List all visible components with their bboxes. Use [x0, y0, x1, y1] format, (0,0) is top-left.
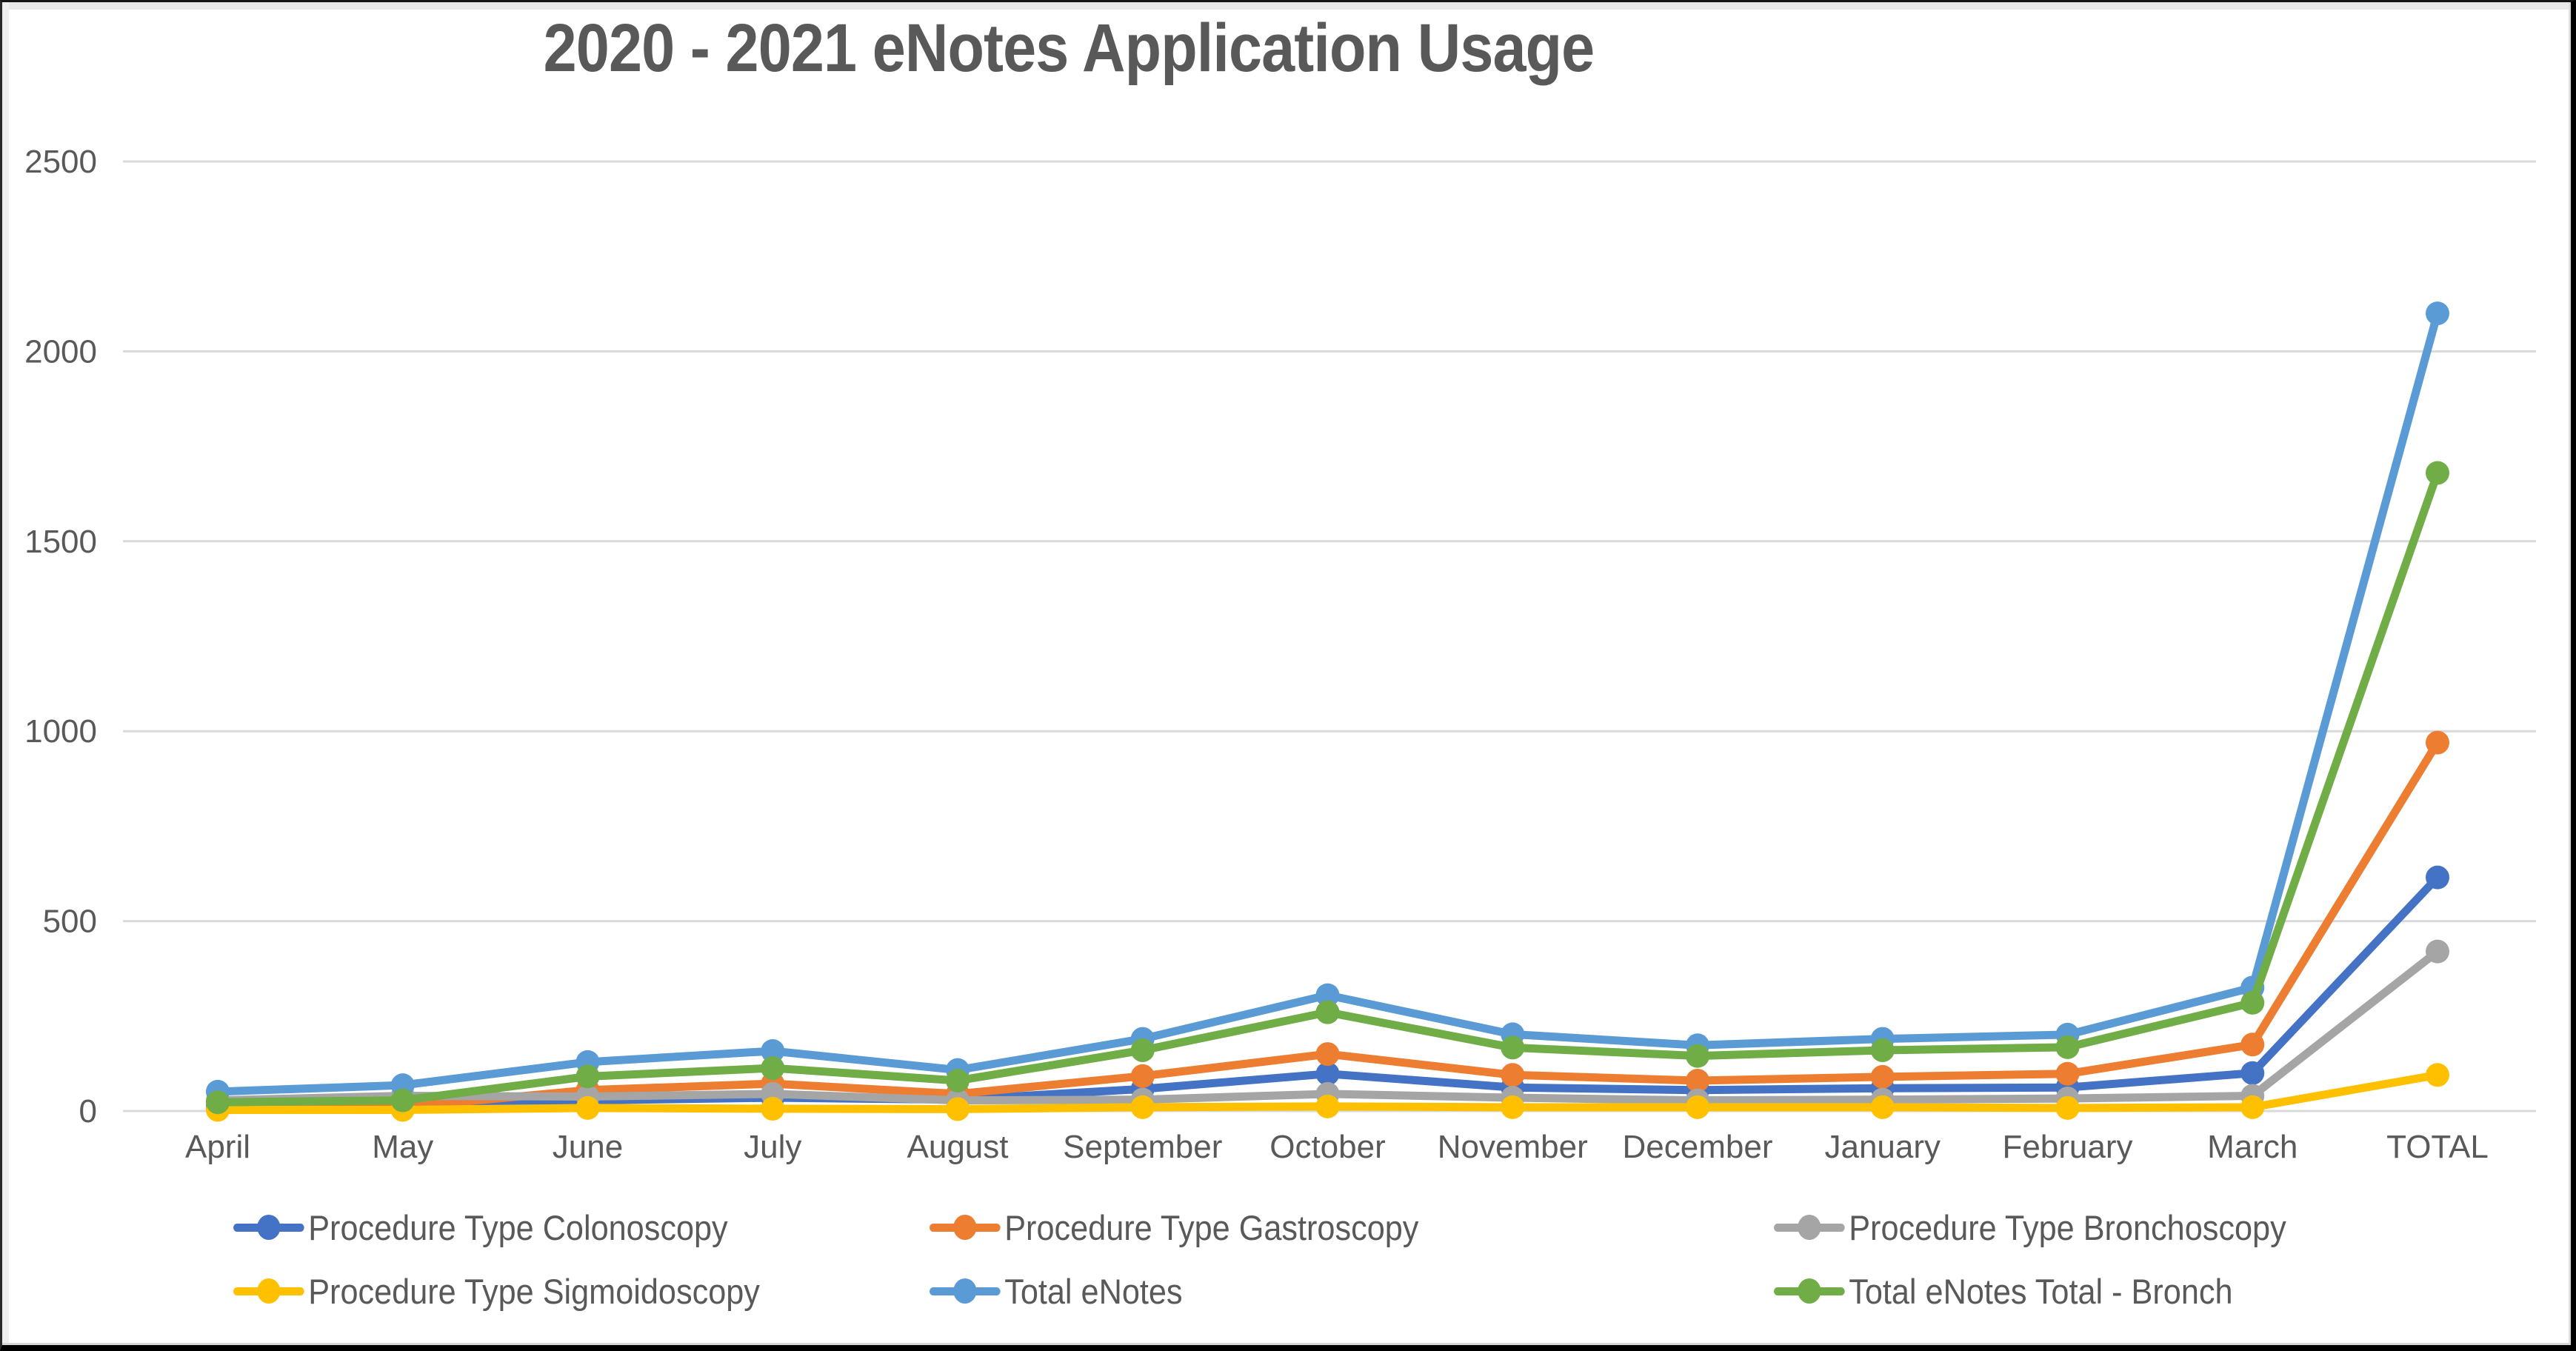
legend-marker-icon [233, 1211, 304, 1244]
data-point [2426, 1063, 2449, 1087]
data-point [1315, 1042, 1340, 1067]
legend-marker-icon [233, 1275, 304, 1307]
data-point [1501, 1063, 1525, 1087]
legend-label: Procedure Type Colonoscopy [308, 1207, 728, 1247]
frame-edge-right [2569, 2, 2571, 1345]
y-tick-label: 500 [43, 904, 97, 940]
data-point [1315, 983, 1340, 1007]
data-point [206, 1090, 230, 1115]
data-point [1315, 1094, 1340, 1118]
x-tick-label-september: September [1063, 1129, 1222, 1165]
x-tick-label-march: March [2207, 1129, 2298, 1165]
data-point [2426, 865, 2449, 890]
data-point [946, 1068, 970, 1093]
legend-item-procedure-type-bronchoscopy: Procedure Type Bronchoscopy [1774, 1207, 2286, 1247]
frame-edge-top [2, 2, 2571, 10]
data-point [1686, 1095, 1709, 1119]
data-point [2426, 461, 2449, 485]
y-tick-label: 2500 [24, 144, 97, 180]
x-tick-label-april: April [185, 1129, 250, 1165]
legend-label: Procedure Type Sigmoidoscopy [308, 1271, 760, 1311]
data-point [761, 1056, 785, 1081]
legend-marker-icon [930, 1275, 1001, 1307]
data-point [575, 1064, 600, 1089]
data-point [1686, 1044, 1709, 1068]
data-point [2426, 301, 2449, 326]
legend-label: Procedure Type Gastroscopy [1004, 1207, 1419, 1247]
data-point [1870, 1038, 1895, 1062]
data-point [2240, 1095, 2265, 1119]
x-tick-label-october: October [1269, 1129, 1386, 1165]
y-tick-label: 1000 [24, 713, 97, 750]
x-tick-label-july: July [744, 1129, 801, 1165]
x-tick-label-january: January [1824, 1129, 1941, 1165]
data-point [2240, 990, 2265, 1015]
x-tick-label-december: December [1623, 1129, 1773, 1165]
data-point [1501, 1095, 1525, 1119]
legend-item-procedure-type-gastroscopy: Procedure Type Gastroscopy [930, 1207, 1419, 1247]
legend-label: Total eNotes Total - Bronch [1849, 1271, 2233, 1311]
x-tick-label-november: November [1438, 1129, 1588, 1165]
legend-item-total-enotes-total-bronch: Total eNotes Total - Bronch [1774, 1271, 2233, 1311]
data-point [2240, 1033, 2265, 1057]
legend-item-procedure-type-sigmoidoscopy: Procedure Type Sigmoidoscopy [233, 1271, 760, 1311]
legend-marker-icon [1774, 1275, 1845, 1307]
data-point [1130, 1038, 1155, 1062]
data-point [1315, 1061, 1340, 1086]
data-point [761, 1096, 785, 1121]
data-point [2426, 730, 2449, 755]
y-tick-label: 2000 [24, 333, 97, 370]
x-tick-label-february: February [2002, 1129, 2132, 1165]
data-point [2426, 939, 2449, 964]
data-point [1315, 1000, 1340, 1024]
data-point [2240, 1061, 2265, 1085]
data-point [1870, 1095, 1895, 1119]
data-point [946, 1097, 970, 1121]
data-point [1130, 1064, 1155, 1088]
data-point [575, 1095, 600, 1120]
frame-edge-left [2, 2, 9, 1345]
data-point [2055, 1061, 2080, 1086]
legend-marker-icon [1774, 1211, 1845, 1244]
x-tick-label-june: June [553, 1129, 623, 1165]
frame-edge-bottom [2, 1343, 2571, 1345]
data-point [1686, 1068, 1709, 1093]
legend-label: Total eNotes [1004, 1271, 1183, 1311]
legend-item-total-enotes: Total eNotes [930, 1271, 1183, 1311]
x-tick-label-august: August [907, 1129, 1009, 1165]
legend-label: Procedure Type Bronchoscopy [1849, 1207, 2286, 1247]
series-line [213, 309, 2442, 1096]
data-point [2055, 1095, 2080, 1120]
x-tick-label-may: May [372, 1129, 433, 1165]
legend-item-procedure-type-colonoscopy: Procedure Type Colonoscopy [233, 1207, 728, 1247]
y-tick-label: 1500 [24, 524, 97, 560]
x-tick-label-total: TOTAL [2386, 1129, 2489, 1165]
data-point [1130, 1095, 1155, 1119]
data-point [2055, 1035, 2080, 1059]
chart-title: 2020 - 2021 eNotes Application Usage [543, 10, 1595, 86]
y-tick-label: 0 [79, 1093, 97, 1130]
data-point [1870, 1064, 1895, 1089]
legend-marker-icon [930, 1211, 1001, 1244]
data-point [761, 1038, 785, 1063]
data-point [1501, 1035, 1525, 1060]
data-point [390, 1088, 415, 1113]
